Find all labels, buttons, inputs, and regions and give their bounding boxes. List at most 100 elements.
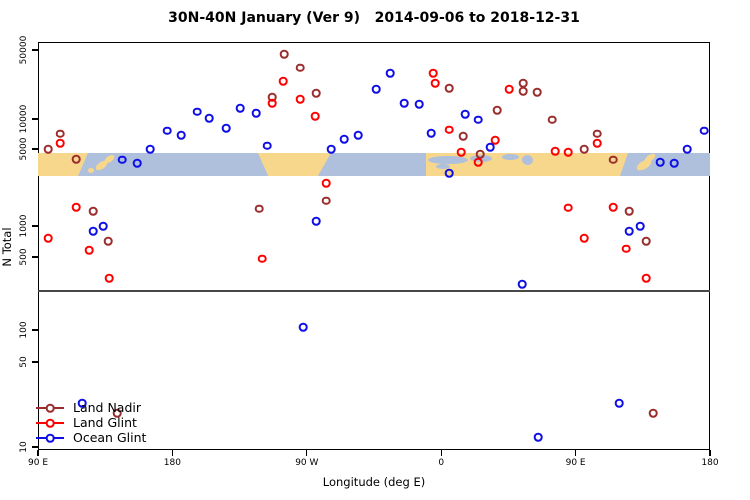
data-point-land-nadir: [295, 63, 305, 73]
y-tick-mark: [32, 118, 38, 120]
data-point-land-nadir: [55, 129, 65, 139]
data-point-land-glint: [563, 147, 573, 157]
data-point-ocean-glint: [132, 159, 142, 168]
data-point-ocean-glint: [204, 113, 214, 123]
data-point-ocean-glint: [251, 108, 261, 118]
data-point-ocean-glint: [311, 216, 321, 226]
data-point-land-nadir: [547, 115, 557, 125]
x-tick-label: 90 E: [28, 458, 48, 468]
world-map-strip-30n-40n: [38, 153, 710, 176]
data-point-land-glint: [621, 244, 631, 254]
x-tick-mark: [709, 450, 711, 456]
data-point-land-nadir: [88, 206, 98, 216]
data-point-land-nadir: [321, 196, 331, 206]
data-point-land-glint: [71, 202, 81, 212]
data-point-land-nadir: [518, 86, 528, 96]
data-point-ocean-glint: [699, 126, 709, 136]
y-tick-mark: [32, 446, 38, 448]
data-point-land-nadir: [492, 105, 502, 115]
data-point-ocean-glint: [533, 433, 543, 442]
data-point-land-glint: [428, 68, 438, 78]
legend-label: Ocean Glint: [73, 430, 147, 445]
x-tick-label: 0: [438, 458, 445, 468]
data-point-land-glint: [43, 233, 53, 243]
data-point-land-glint: [257, 254, 267, 264]
y-tick-mark: [32, 361, 38, 363]
data-point-ocean-glint: [426, 128, 436, 138]
legend-circle-icon: [45, 433, 55, 443]
data-point-ocean-glint: [77, 398, 87, 408]
data-point-land-nadir: [641, 236, 651, 246]
data-point-ocean-glint: [221, 123, 231, 133]
data-point-ocean-glint: [473, 115, 483, 125]
data-point-land-nadir: [624, 206, 634, 216]
data-point-land-glint: [55, 139, 65, 148]
chart-title: 30N-40N January (Ver 9) 2014-09-06 to 20…: [168, 10, 580, 26]
data-point-land-glint: [490, 135, 500, 145]
data-point-land-glint: [278, 76, 288, 86]
data-point-ocean-glint: [145, 145, 155, 154]
data-point-land-glint: [295, 94, 305, 104]
data-point-ocean-glint: [655, 157, 665, 167]
data-point-ocean-glint: [624, 226, 634, 236]
data-point-ocean-glint: [326, 144, 336, 154]
data-point-land-glint: [641, 273, 651, 283]
data-point-land-glint: [592, 139, 602, 148]
data-point-ocean-glint: [460, 109, 470, 119]
data-point-land-nadir: [579, 144, 589, 154]
data-point-ocean-glint: [371, 84, 381, 94]
data-point-land-glint: [321, 178, 331, 188]
legend-symbol-land-nadir: [36, 400, 64, 415]
map-land-north-america: [258, 153, 331, 176]
data-point-ocean-glint: [88, 226, 98, 236]
data-point-ocean-glint: [235, 103, 245, 113]
data-point-land-glint: [579, 233, 589, 243]
legend-circle-icon: [45, 418, 55, 428]
legend-item: Land Nadir: [36, 400, 146, 415]
data-point-land-nadir: [475, 149, 485, 159]
data-point-ocean-glint: [339, 134, 349, 144]
y-tick-mark: [32, 329, 38, 331]
data-point-ocean-glint: [385, 68, 395, 78]
data-point-ocean-glint: [517, 279, 527, 289]
y-tick-mark: [32, 49, 38, 51]
data-point-land-nadir: [71, 154, 81, 164]
data-point-land-nadir: [608, 155, 618, 164]
x-tick-mark: [306, 450, 308, 456]
data-point-ocean-glint: [117, 155, 127, 164]
data-point-land-nadir: [279, 49, 289, 59]
data-point-land-nadir: [458, 131, 468, 141]
data-point-ocean-glint: [614, 398, 624, 408]
data-point-land-nadir: [112, 408, 122, 418]
map-sea-black-sea: [502, 153, 519, 160]
y-tick-mark: [32, 256, 38, 258]
map-sea-mediterranean-south: [436, 164, 450, 169]
map-land-japan: [88, 168, 94, 173]
data-point-land-glint: [550, 146, 560, 156]
y-tick-mark: [32, 148, 38, 150]
x-tick-mark: [575, 450, 577, 456]
data-point-land-nadir: [103, 236, 113, 246]
data-point-land-glint: [456, 147, 466, 157]
map-sea-mediterranean: [428, 155, 468, 164]
data-point-land-glint: [444, 125, 454, 135]
data-point-land-nadir: [43, 144, 53, 154]
data-point-land-nadir: [311, 88, 321, 98]
data-point-ocean-glint: [98, 221, 108, 231]
legend-item: Land Glint: [36, 415, 146, 430]
legend-circle-icon: [45, 403, 55, 413]
data-point-land-glint: [608, 202, 618, 212]
data-point-ocean-glint: [682, 145, 692, 154]
data-point-land-glint: [267, 98, 277, 108]
data-point-ocean-glint: [262, 141, 272, 150]
data-point-ocean-glint: [176, 130, 186, 140]
data-point-ocean-glint: [485, 143, 495, 152]
legend: Land Nadir Land Glint Ocean Glint: [36, 400, 146, 445]
data-point-land-glint: [473, 157, 483, 167]
data-point-land-nadir: [444, 83, 454, 93]
y-tick-mark: [32, 225, 38, 227]
data-point-land-glint: [504, 84, 514, 94]
data-point-land-nadir: [254, 204, 264, 214]
data-point-land-glint: [563, 203, 573, 213]
